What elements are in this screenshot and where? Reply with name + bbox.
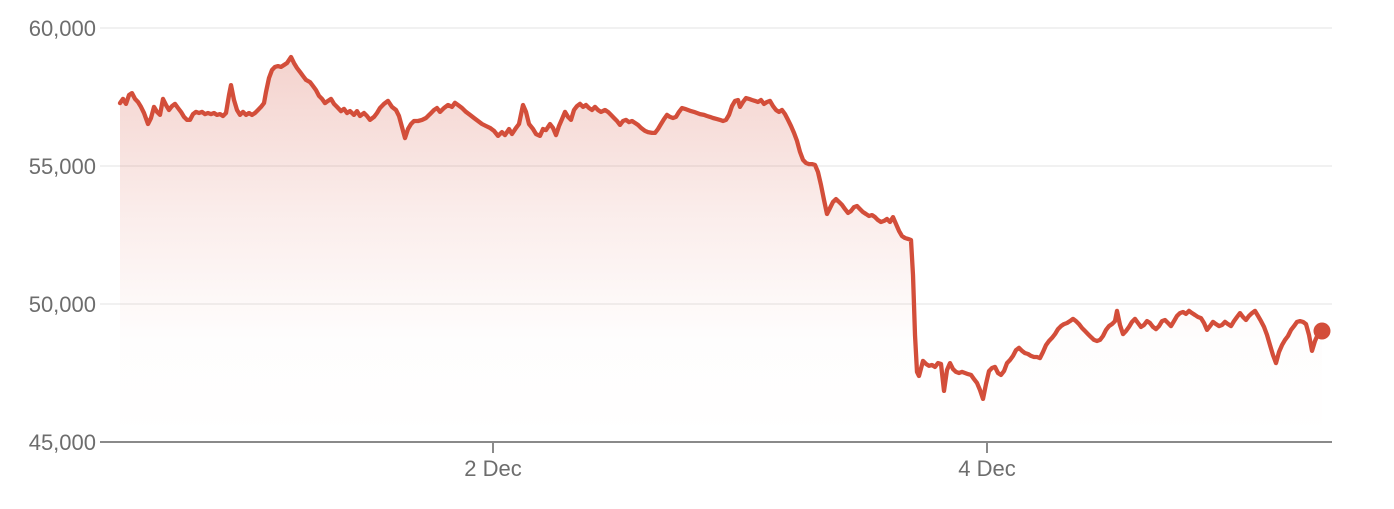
y-axis-label: 50,000 xyxy=(29,292,96,317)
price-line xyxy=(117,54,1325,402)
y-axis-label: 45,000 xyxy=(29,430,96,455)
y-axis-labels: 60,000 55,000 50,000 45,000 xyxy=(29,16,96,455)
last-price-dot xyxy=(1313,322,1331,340)
x-axis-ticks xyxy=(492,442,988,453)
area-fill xyxy=(120,57,1322,442)
y-axis-label: 60,000 xyxy=(29,16,96,41)
x-axis-label: 4 Dec xyxy=(958,456,1015,481)
x-axis-label: 2 Dec xyxy=(464,456,521,481)
y-axis-label: 55,000 xyxy=(29,154,96,179)
x-axis-labels: 2 Dec 4 Dec xyxy=(464,456,1015,481)
